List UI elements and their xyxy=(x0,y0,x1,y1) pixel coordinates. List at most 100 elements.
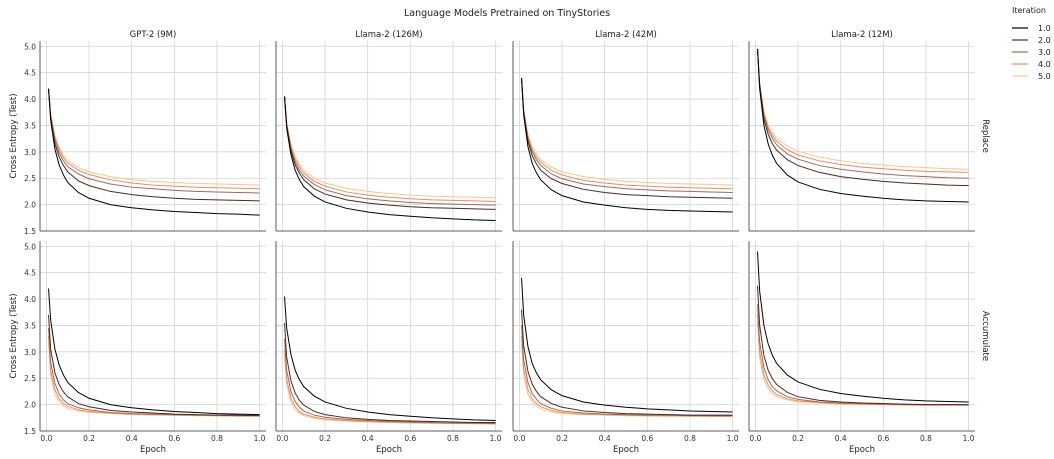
panel-0-3: Llama-2 (12M) Replace xyxy=(748,30,990,232)
y-tick-label: 4.5 xyxy=(24,269,36,278)
legend-label: 2.0 xyxy=(1038,36,1051,45)
x-tick-label: 1.0 xyxy=(727,434,739,443)
legend-label: 1.0 xyxy=(1038,24,1051,33)
x-tick-label: 0.4 xyxy=(362,434,374,443)
y-tick-label: 3.0 xyxy=(24,348,36,357)
legend-label: 4.0 xyxy=(1038,60,1051,69)
x-tick-label: 0.0 xyxy=(40,434,52,443)
row-label: Accumulate xyxy=(980,311,990,361)
series-line-4.0 xyxy=(757,314,969,406)
y-tick-label: 3.5 xyxy=(24,321,36,330)
x-tick-label: 1.0 xyxy=(963,434,975,443)
series-line-1.0 xyxy=(48,288,260,416)
x-tick-label: 1.0 xyxy=(490,434,502,443)
x-axis-label: Epoch xyxy=(376,445,402,455)
panel-1-1: 0.0 0.2 0.4 0.6 0.8 1.0 Epoch xyxy=(275,241,502,455)
series-line-3.0 xyxy=(521,325,733,417)
panel-0-2: Llama-2 (42M) xyxy=(512,30,739,232)
series-line-3.0 xyxy=(284,96,496,206)
y-tick-label: 4.0 xyxy=(24,95,36,104)
column-title: Llama-2 (126M) xyxy=(355,30,422,40)
x-tick-label: 0.6 xyxy=(877,434,889,443)
series-line-2.0 xyxy=(48,88,260,202)
series-line-1.0 xyxy=(757,251,969,403)
x-tick-label: 0.2 xyxy=(83,434,95,443)
panel-1-3: 0.0 0.2 0.4 0.6 0.8 1.0 Epoch Accumulate xyxy=(748,241,990,455)
series-line-1.0 xyxy=(284,296,496,421)
y-tick-label: 2.5 xyxy=(24,174,36,183)
x-axis-label: Epoch xyxy=(140,445,166,455)
series-line-1.0 xyxy=(284,96,496,221)
row-label: Replace xyxy=(980,119,990,153)
x-tick-label: 0.2 xyxy=(792,434,804,443)
x-tick-label: 0.2 xyxy=(556,434,568,443)
series-line-3.0 xyxy=(757,304,969,406)
series-line-3.0 xyxy=(48,88,260,194)
y-tick-label: 4.0 xyxy=(24,295,36,304)
legend-label: 3.0 xyxy=(1038,48,1051,57)
column-title: Llama-2 (12M) xyxy=(831,30,893,40)
x-tick-label: 0.8 xyxy=(920,434,932,443)
series-line-4.0 xyxy=(521,77,733,190)
chart-title: Language Models Pretrained on TinyStorie… xyxy=(404,8,610,19)
y-tick-label: 1.5 xyxy=(24,427,36,436)
y-tick-label: 2.0 xyxy=(24,201,36,210)
series-line-3.0 xyxy=(48,328,260,417)
x-tick-label: 0.8 xyxy=(211,434,223,443)
x-tick-label: 0.4 xyxy=(599,434,611,443)
x-tick-label: 0.0 xyxy=(276,434,288,443)
y-tick-label: 5.0 xyxy=(24,42,36,51)
y-tick-label: 1.5 xyxy=(24,227,36,236)
legend-title: Iteration xyxy=(1012,6,1046,15)
x-axis-label: Epoch xyxy=(613,445,639,455)
x-tick-label: 0.4 xyxy=(835,434,847,443)
panel-1-0: 1.5 2.0 2.5 3.0 3.5 4.0 4.5 5.0 Cross Entropy (T… xyxy=(9,241,266,455)
y-tick-label: 5.0 xyxy=(24,242,36,251)
x-tick-label: 0.0 xyxy=(749,434,761,443)
x-tick-label: 1.0 xyxy=(254,434,266,443)
series-line-3.0 xyxy=(757,48,969,179)
series-line-1.0 xyxy=(521,277,733,413)
y-tick-label: 2.5 xyxy=(24,374,36,383)
column-title: Llama-2 (42M) xyxy=(595,30,657,40)
y-axis-label: Cross Entropy (Test) xyxy=(9,293,19,378)
series-line-5.0 xyxy=(48,88,260,186)
x-tick-label: 0.6 xyxy=(168,434,180,443)
x-tick-label: 0.4 xyxy=(126,434,138,443)
series-line-1.0 xyxy=(521,77,733,213)
panel-0-0: 1.5 2.0 2.5 3.0 3.5 4.0 4.5 5.0 Cross Entropy (T… xyxy=(9,30,266,236)
x-tick-label: 0.0 xyxy=(513,434,525,443)
y-tick-label: 3.5 xyxy=(24,121,36,130)
series-line-5.0 xyxy=(757,48,969,170)
panel-grid: 1.5 2.0 2.5 3.0 3.5 4.0 4.5 5.0 Cross Entropy (T… xyxy=(9,30,990,455)
series-line-1.0 xyxy=(757,48,969,203)
series-line-5.0 xyxy=(284,354,496,425)
series-line-4.0 xyxy=(757,48,969,173)
panel-1-2: 0.0 0.2 0.4 0.6 0.8 1.0 Epoch xyxy=(512,241,739,455)
x-tick-label: 0.8 xyxy=(684,434,696,443)
x-tick-label: 0.2 xyxy=(319,434,331,443)
series-line-2.0 xyxy=(284,322,496,424)
series-line-3.0 xyxy=(284,338,496,425)
legend-label: 5.0 xyxy=(1038,72,1051,81)
legend: Iteration 1.0 2.0 3.0 4.0 5.0 xyxy=(1012,6,1051,81)
y-tick-label: 2.0 xyxy=(24,401,36,410)
series-line-5.0 xyxy=(284,96,496,199)
series-line-2.0 xyxy=(521,309,733,416)
series-line-3.0 xyxy=(521,77,733,193)
series-line-1.0 xyxy=(48,88,260,216)
x-tick-label: 0.8 xyxy=(447,434,459,443)
series-line-2.0 xyxy=(757,285,969,406)
series-line-2.0 xyxy=(48,314,260,417)
x-tick-label: 0.6 xyxy=(641,434,653,443)
panel-0-1: Llama-2 (126M) xyxy=(275,30,502,232)
series-line-4.0 xyxy=(48,88,260,190)
y-axis-label: Cross Entropy (Test) xyxy=(9,93,19,178)
series-line-5.0 xyxy=(521,77,733,186)
y-tick-label: 3.0 xyxy=(24,148,36,157)
y-tick-label: 4.5 xyxy=(24,69,36,78)
x-axis-label: Epoch xyxy=(849,445,875,455)
series-line-2.0 xyxy=(757,48,969,187)
x-tick-label: 0.6 xyxy=(404,434,416,443)
